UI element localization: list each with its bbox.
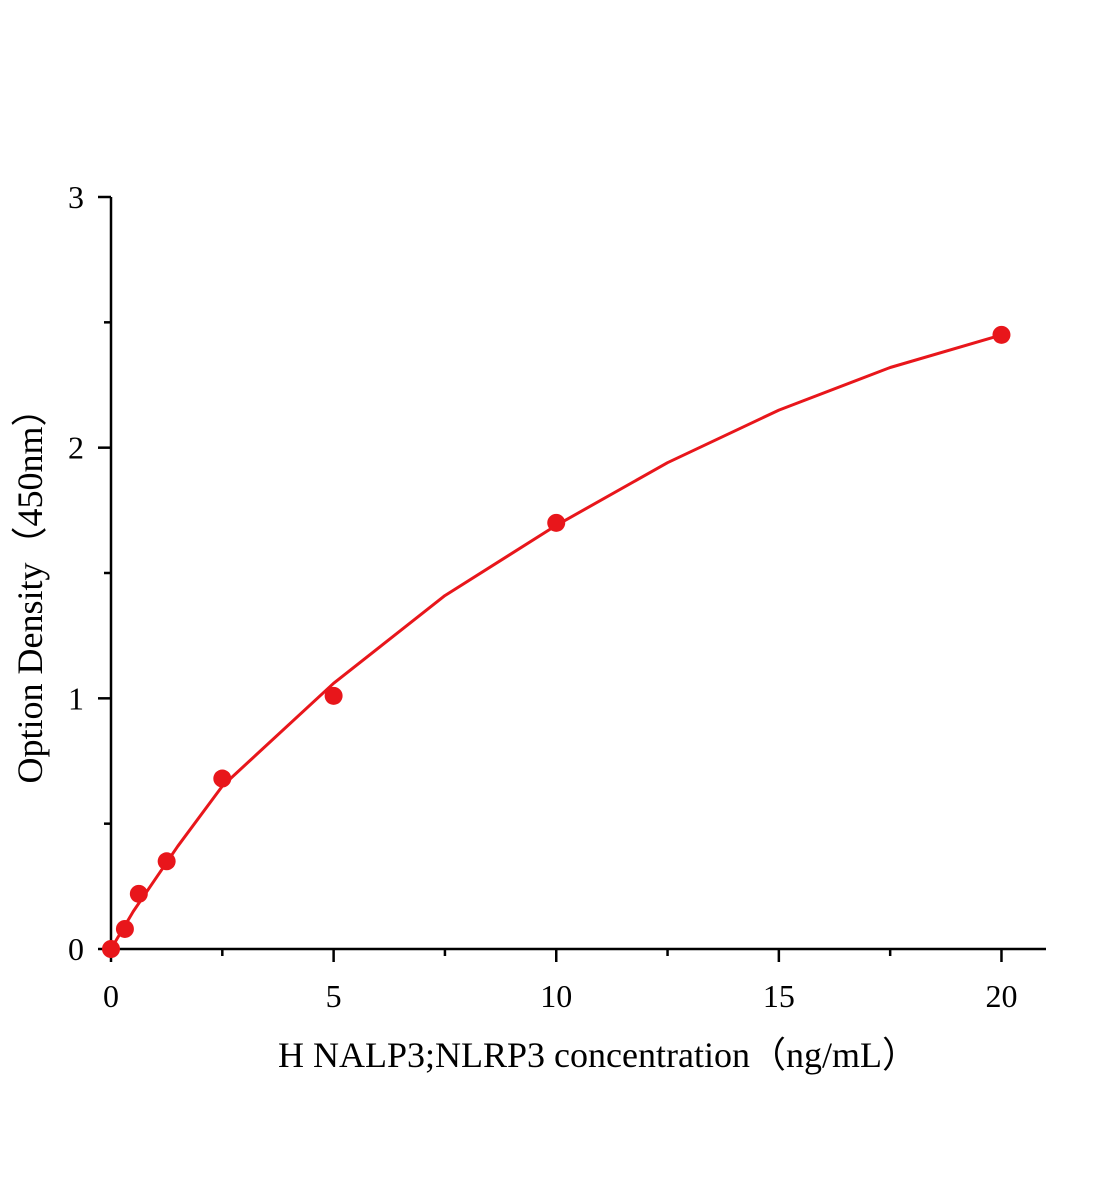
y-tick-label: 2 [68, 430, 84, 466]
x-tick-label: 15 [763, 978, 795, 1014]
x-tick-label: 0 [103, 978, 119, 1014]
x-tick-label: 20 [985, 978, 1017, 1014]
data-point [547, 513, 566, 532]
data-point [102, 940, 120, 958]
x-axis-label: H NALP3;NLRP3 concentration（ng/mL） [278, 1035, 918, 1075]
data-point [157, 852, 176, 871]
fit-curve [109, 333, 1002, 950]
data-point [129, 884, 148, 903]
data-point [992, 325, 1011, 344]
y-tick-label: 3 [68, 179, 84, 215]
data-point [324, 686, 343, 705]
data-point [115, 919, 134, 938]
y-axis-label: Option Density（450nm） [10, 391, 50, 784]
y-tick-label: 1 [68, 680, 84, 716]
y-tick-label: 0 [68, 931, 84, 967]
data-point [213, 769, 232, 788]
x-tick-label: 5 [326, 978, 342, 1014]
x-tick-label: 10 [540, 978, 572, 1014]
